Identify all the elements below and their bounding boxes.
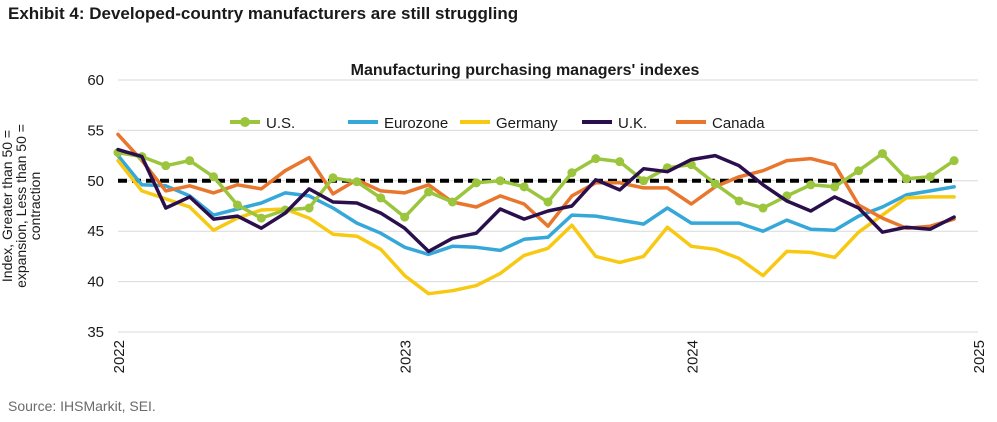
data-point-us — [471, 178, 481, 188]
data-point-us — [519, 182, 529, 192]
y-tick-label: 60 — [87, 72, 104, 89]
data-point-us — [209, 172, 219, 182]
y-axis-title-line: expansion, Less than 50 = — [13, 124, 29, 288]
data-point-us — [352, 177, 362, 187]
data-point-us — [710, 179, 720, 189]
y-axis-title: Index, Greater than 50 =expansion, Less … — [0, 124, 43, 288]
data-point-us — [447, 197, 457, 207]
data-point-us — [639, 176, 649, 186]
chart: Manufacturing purchasing managers' index… — [0, 62, 988, 373]
y-tick-labels: 35 40 45 50 55 60 — [87, 72, 104, 341]
x-tick-label: 2023 — [398, 340, 415, 373]
series-line-germany — [116, 158, 956, 296]
data-point-us — [734, 196, 744, 206]
x-tick-label: 2022 — [111, 340, 128, 373]
data-point-us — [495, 176, 505, 186]
data-point-us — [949, 156, 959, 166]
data-point-us — [185, 156, 195, 166]
exhibit-title: Exhibit 4: Developed-country manufacture… — [8, 4, 519, 23]
y-tick-label: 40 — [87, 274, 104, 291]
data-point-us — [161, 161, 171, 171]
y-axis-title-line: Index, Greater than 50 = — [0, 130, 15, 282]
source-note: Source: IHSMarkit, SEI. — [8, 398, 156, 414]
data-point-us — [854, 166, 864, 176]
y-axis-title-line: contraction — [27, 172, 43, 240]
data-point-us — [328, 173, 338, 183]
data-point-us — [256, 213, 266, 223]
legend-marker-us — [240, 117, 250, 127]
legend-label-germany: Germany — [496, 115, 558, 132]
x-tick-label: 2024 — [684, 340, 701, 373]
data-point-us — [877, 149, 887, 159]
data-point-us — [567, 168, 577, 178]
legend-label-uk: U.K. — [618, 115, 647, 132]
data-point-us — [424, 187, 434, 197]
series-layer — [113, 132, 959, 296]
y-tick-label: 55 — [87, 122, 104, 139]
data-point-us — [232, 200, 242, 210]
legend-label-eurozone: Eurozone — [384, 115, 448, 132]
legend-label-canada: Canada — [712, 115, 765, 132]
data-point-us — [304, 203, 314, 213]
legend: U.S. Eurozone Germany U.K. Canada — [230, 115, 765, 132]
data-point-us — [758, 203, 768, 213]
data-point-us — [806, 180, 816, 190]
series-line-eurozone — [116, 153, 956, 257]
series-line-uk — [116, 147, 956, 254]
data-point-us — [925, 172, 935, 182]
chart-title: Manufacturing purchasing managers' index… — [351, 62, 700, 79]
data-point-us — [543, 197, 553, 207]
data-point-us — [830, 182, 840, 192]
y-axis-label: Index, Greater than 50 =expansion, Less … — [0, 124, 43, 288]
x-tick-label: 2025 — [971, 340, 988, 373]
data-point-us — [376, 193, 386, 203]
data-point-us — [901, 174, 911, 184]
data-point-us — [591, 154, 601, 164]
legend-label-us: U.S. — [266, 115, 295, 132]
x-tick-labels: 2022 2023 2024 2025 — [111, 340, 988, 373]
y-tick-label: 50 — [87, 173, 104, 190]
data-point-us — [615, 157, 625, 167]
data-point-us — [400, 212, 410, 222]
y-tick-label: 35 — [87, 324, 104, 341]
y-tick-label: 45 — [87, 223, 104, 240]
